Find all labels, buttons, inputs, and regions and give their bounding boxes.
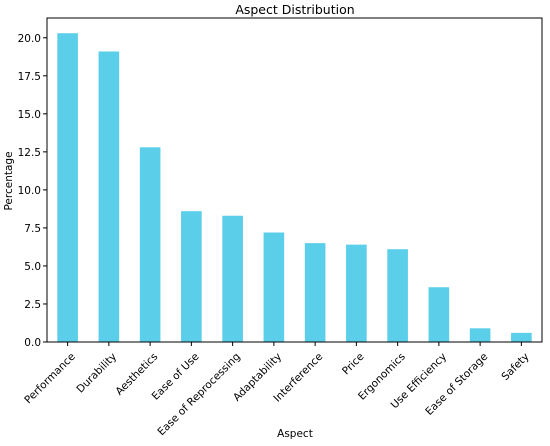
bar [346,244,367,342]
bar [387,249,408,342]
y-tick-label: 12.5 [18,147,41,159]
bars [57,33,532,343]
bar [428,287,450,342]
y-tick-label: 10.0 [18,185,41,197]
x-tick-label: Price [340,351,367,378]
y-tick-label: 5.0 [24,261,41,273]
y-tick-label: 7.5 [24,223,41,235]
x-tick-label: Safety [499,351,531,383]
y-tick-label: 15.0 [18,109,41,121]
y-axis-label: Percentage [3,151,15,210]
y-tick-label: 17.5 [18,71,41,83]
bar [511,332,532,342]
bar [263,232,285,342]
bar [222,215,243,342]
chart-title: Aspect Distribution [235,2,354,17]
y-tick-label: 0.0 [24,337,41,349]
x-tick-label: Performance [22,351,78,407]
bar [98,51,120,343]
bar [139,147,161,342]
bar [57,33,78,342]
x-axis-label: Aspect [277,428,313,440]
bar [304,243,326,342]
y-tick-label: 2.5 [24,299,41,311]
plot-frame [46,17,543,343]
bar [469,328,491,342]
bar [181,211,202,342]
y-axis: 0.0 2.5 5.0 7.5 10.0 12.5 15.0 17.5 20.0 [18,33,47,349]
x-tick-label: Ease of Reprocessing [155,351,242,438]
y-tick-label: 20.0 [18,33,41,45]
x-tick-label: Durability [74,351,119,396]
